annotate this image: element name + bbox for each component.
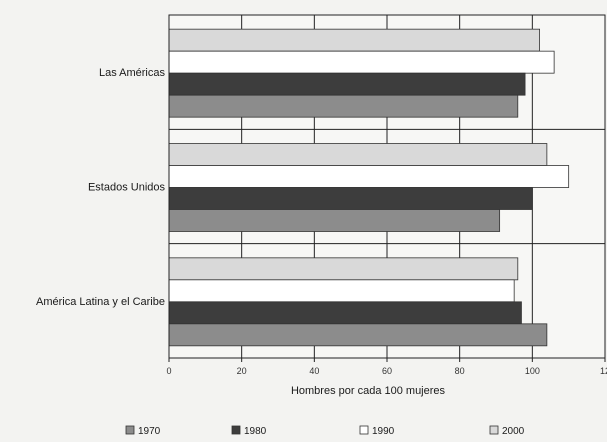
bar (168, 165, 570, 188)
legend-swatch (231, 425, 241, 435)
bar (168, 323, 548, 347)
bar (168, 50, 555, 74)
legend-label: 1990 (372, 426, 395, 437)
bar (168, 257, 519, 281)
bar (168, 209, 501, 232)
x-tick-label: 60 (382, 366, 392, 376)
x-tick-label: 0 (166, 366, 171, 376)
bar (168, 72, 526, 96)
x-tick-label: 100 (525, 366, 540, 376)
x-tick-label: 80 (455, 366, 465, 376)
x-tick-label: 20 (237, 366, 247, 376)
x-axis-title: Hombres por cada 100 mujeres (291, 385, 446, 397)
legend-label: 2000 (502, 426, 525, 437)
legend-label: 1970 (138, 426, 161, 437)
category-label: América Latina y el Caribe (36, 296, 165, 308)
bar (168, 143, 548, 166)
bar (168, 28, 541, 52)
x-tick-label: 40 (309, 366, 319, 376)
x-tick-label: 12 (600, 366, 607, 376)
bar (168, 301, 522, 325)
legend-swatch (359, 425, 369, 435)
category-label: Las Américas (99, 67, 166, 79)
legend-swatch (125, 425, 135, 435)
bar (168, 187, 533, 210)
legend-label: 1980 (244, 426, 267, 437)
category-label: Estados Unidos (88, 182, 166, 194)
bar (168, 94, 519, 118)
bar (168, 279, 515, 303)
legend-swatch (489, 425, 499, 435)
